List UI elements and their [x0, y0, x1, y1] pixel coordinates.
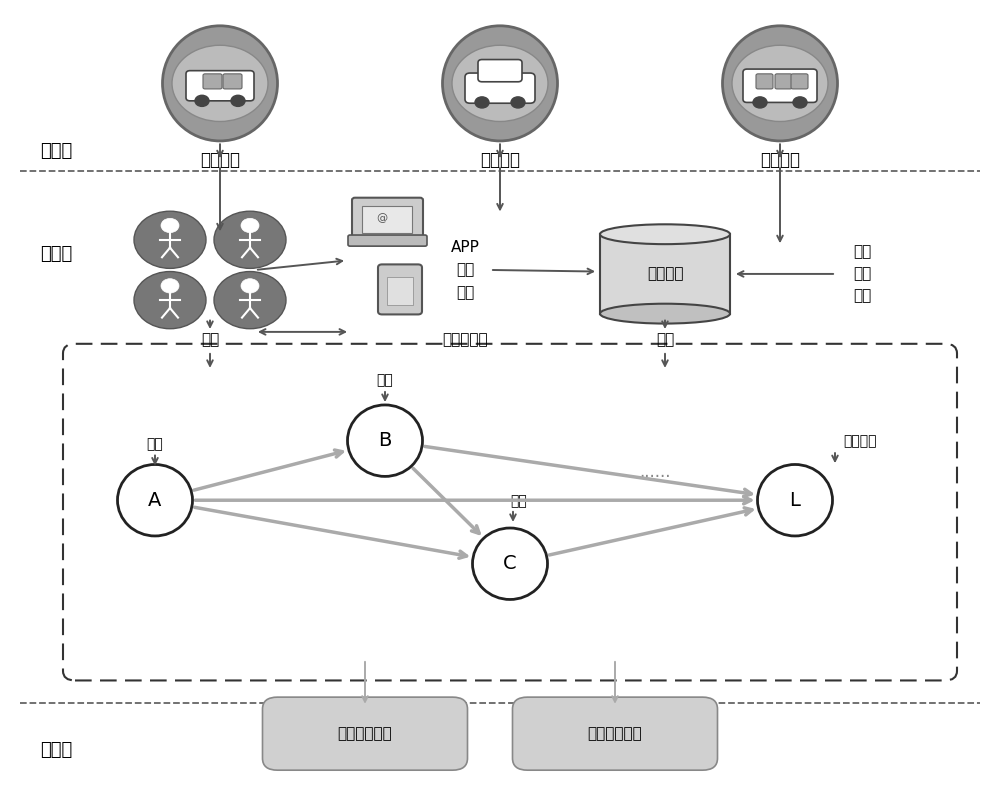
Ellipse shape — [162, 26, 278, 141]
Text: 候车: 候车 — [510, 494, 527, 508]
Circle shape — [231, 95, 245, 106]
Ellipse shape — [473, 528, 548, 599]
FancyBboxPatch shape — [378, 264, 422, 314]
Text: B: B — [378, 431, 392, 450]
FancyBboxPatch shape — [348, 235, 427, 246]
FancyBboxPatch shape — [387, 277, 413, 305]
Text: @: @ — [376, 214, 388, 223]
Text: 交互层: 交互层 — [40, 142, 72, 160]
FancyBboxPatch shape — [478, 60, 522, 82]
FancyBboxPatch shape — [262, 697, 467, 770]
Text: 数据处理: 数据处理 — [647, 267, 683, 281]
Circle shape — [511, 97, 525, 108]
Ellipse shape — [118, 464, 192, 536]
Text: 车型优化组合: 车型优化组合 — [338, 727, 392, 741]
Text: ......: ...... — [639, 464, 671, 481]
Text: 候车: 候车 — [147, 437, 163, 451]
Text: 客流参数: 客流参数 — [200, 151, 240, 169]
Text: 统一调度: 统一调度 — [760, 151, 800, 169]
Text: 响应，反馈: 响应，反馈 — [442, 333, 488, 347]
Circle shape — [134, 211, 206, 268]
Text: L: L — [790, 491, 800, 510]
Ellipse shape — [600, 224, 730, 244]
Circle shape — [475, 97, 489, 108]
FancyBboxPatch shape — [791, 74, 808, 89]
Circle shape — [214, 211, 286, 268]
Circle shape — [452, 45, 548, 121]
Text: APP
动态
预约: APP 动态 预约 — [451, 241, 479, 299]
Text: 派车: 派车 — [656, 333, 674, 347]
Circle shape — [195, 95, 209, 106]
FancyBboxPatch shape — [362, 206, 412, 233]
Circle shape — [161, 218, 179, 233]
Circle shape — [161, 279, 179, 293]
FancyBboxPatch shape — [186, 71, 254, 101]
Ellipse shape — [600, 303, 730, 324]
Circle shape — [172, 45, 268, 121]
Text: 全部下车: 全部下车 — [843, 434, 877, 449]
FancyBboxPatch shape — [352, 198, 423, 241]
Text: A: A — [148, 491, 162, 510]
Text: 预约模式: 预约模式 — [480, 151, 520, 169]
Ellipse shape — [758, 464, 832, 536]
FancyBboxPatch shape — [775, 74, 792, 89]
Circle shape — [241, 218, 259, 233]
FancyBboxPatch shape — [512, 697, 717, 770]
Circle shape — [793, 97, 807, 108]
Ellipse shape — [722, 26, 838, 141]
Text: 业务层: 业务层 — [40, 245, 72, 263]
Circle shape — [214, 272, 286, 329]
Text: 运行方案制定: 运行方案制定 — [588, 727, 642, 741]
Text: 建模
计算
分析: 建模 计算 分析 — [853, 245, 871, 303]
Text: C: C — [503, 554, 517, 573]
Circle shape — [134, 272, 206, 329]
FancyBboxPatch shape — [465, 73, 535, 103]
FancyBboxPatch shape — [743, 69, 817, 102]
FancyBboxPatch shape — [223, 74, 242, 89]
Ellipse shape — [442, 26, 558, 141]
Text: 乘车: 乘车 — [201, 333, 219, 347]
FancyBboxPatch shape — [203, 74, 222, 89]
Circle shape — [241, 279, 259, 293]
FancyBboxPatch shape — [756, 74, 773, 89]
FancyBboxPatch shape — [600, 234, 730, 314]
Ellipse shape — [348, 405, 422, 476]
Text: 输出层: 输出层 — [40, 742, 72, 759]
Circle shape — [753, 97, 767, 108]
Circle shape — [732, 45, 828, 121]
Text: 候车: 候车 — [377, 373, 393, 387]
